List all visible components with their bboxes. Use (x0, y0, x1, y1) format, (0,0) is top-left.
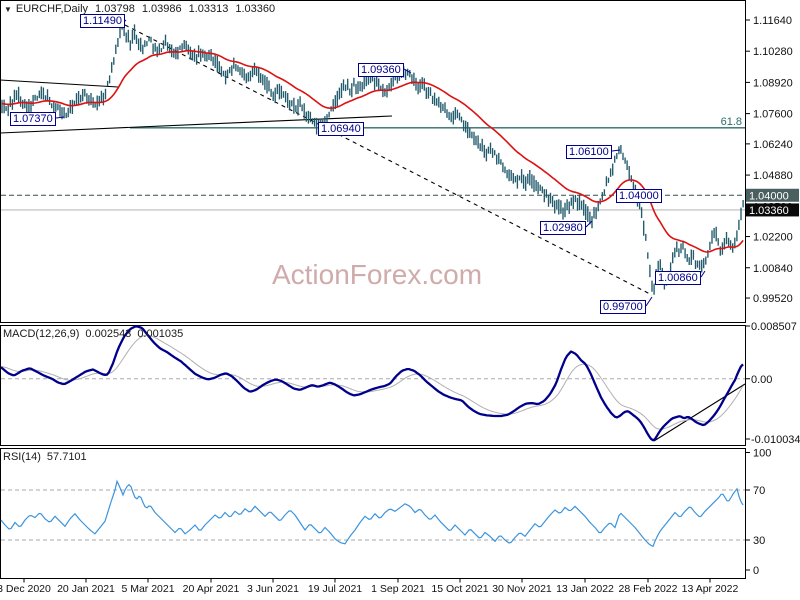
candlestick-bars (1, 19, 744, 295)
rsi-axis-label: 0 (753, 565, 759, 577)
pivot-leader-8 (645, 296, 653, 307)
macd-panel-border (0, 325, 746, 446)
price-tick-label: 1.08920 (753, 77, 793, 89)
price-tick-label: 1.07600 (753, 109, 793, 121)
pivot-label-1.06100[interactable]: 1.06100 (566, 145, 612, 159)
macd-axis-label: 0.00 (751, 374, 772, 386)
pivot-label-1.00860[interactable]: 1.00860 (655, 271, 701, 285)
symbol-dropdown-icon[interactable]: ▼ (4, 5, 12, 14)
rsi-line (0, 479, 744, 548)
price-tick-label: 0.99520 (753, 293, 793, 305)
time-tick-label: 20 Jan 2021 (57, 583, 115, 595)
rsi-axis-label: 30 (753, 535, 765, 547)
rsi-panel-border (0, 448, 746, 579)
pivot-leader-4 (611, 149, 621, 152)
macd-main-line (0, 325, 744, 442)
price-tick-label: 1.04880 (753, 170, 793, 182)
time-tick-label: 3 Dec 2020 (0, 583, 51, 595)
pivot-label-0.99700[interactable]: 0.99700 (600, 300, 646, 314)
price-tag-0: 1.04000 (749, 190, 789, 202)
price-tag-bg-0 (746, 188, 799, 202)
price-tick-label: 1.11640 (753, 15, 792, 27)
time-tick-label: 28 Feb 2022 (619, 583, 678, 595)
pivot-leader-6 (585, 220, 593, 228)
price-tick-label: 1.10280 (753, 46, 793, 58)
price-tick-label: 1.06240 (753, 139, 793, 151)
time-tick-label: 13 Jan 2022 (556, 583, 614, 595)
pivot-label-1.11490[interactable]: 1.11490 (80, 14, 125, 28)
rsi-value: 57.7101 (46, 451, 87, 463)
rsi-axis-label: 70 (753, 485, 765, 497)
pivot-leader-1 (55, 116, 65, 119)
trendline-macd-3 (653, 383, 746, 442)
trendline-main-2 (124, 24, 653, 296)
price-tag-1: 1.03360 (749, 205, 789, 217)
rsi-indicator-label: RSI(14) 57.7101 (3, 451, 87, 463)
time-tick-label: 30 Nov 2021 (492, 583, 552, 595)
time-tick-label: 15 Oct 2021 (431, 583, 488, 595)
macd-axis-label: -0.010034 (751, 434, 800, 446)
quote-close: 1.03360 (235, 3, 276, 15)
pivot-leader-7 (700, 270, 706, 278)
time-tick-label: 1 Sep 2021 (371, 583, 425, 595)
price-tick-label: 1.00840 (753, 263, 793, 275)
macd-main-value: 0.002543 (85, 328, 132, 340)
pivot-leader-2 (403, 68, 412, 74)
rsi-name: RSI(14) (3, 451, 41, 463)
macd-signal-value: 0.001035 (137, 328, 184, 340)
quote-open: 1.03798 (95, 3, 135, 15)
time-tick-label: 3 Jun 2021 (247, 583, 299, 595)
macd-signal-line (0, 334, 744, 430)
price-tag-bg-1 (746, 203, 799, 217)
quote-high: 1.03986 (141, 3, 182, 15)
time-tick-label: 20 Apr 2021 (183, 583, 240, 595)
time-tick-label: 5 Mar 2021 (121, 583, 174, 595)
fib-61-8-label: 61.8 (721, 116, 742, 128)
quote-low: 1.03313 (188, 3, 229, 15)
time-tick-label: 19 Jul 2021 (308, 583, 362, 595)
pivot-label-1.04000[interactable]: 1.04000 (616, 189, 662, 203)
macd-indicator-label: MACD(12,26,9) 0.002543 0.001035 (3, 328, 183, 340)
symbol-header: ▼ EURCHF,Daily 1.03798 1.03986 1.03313 1.0336… (4, 3, 275, 15)
watermark: ActionForex.com (271, 259, 483, 290)
time-tick-label: 13 Apr 2022 (682, 583, 739, 595)
price-tick-label: 1.02200 (753, 232, 793, 244)
macd-axis-label: 0.008507 (751, 321, 797, 333)
rsi-axis-label: 100 (753, 448, 771, 460)
pivot-label-1.09360[interactable]: 1.09360 (358, 63, 404, 77)
pivot-label-1.06940[interactable]: 1.06940 (318, 122, 364, 136)
pivot-label-1.02980[interactable]: 1.02980 (540, 221, 586, 235)
moving-average-line (1, 49, 744, 253)
macd-name: MACD(12,26,9) (3, 328, 80, 340)
trendline-main-0 (0, 79, 119, 88)
pivot-label-1.07370[interactable]: 1.07370 (10, 112, 56, 126)
symbol-title: EURCHF,Daily (15, 3, 89, 15)
main-panel-border (0, 0, 746, 323)
